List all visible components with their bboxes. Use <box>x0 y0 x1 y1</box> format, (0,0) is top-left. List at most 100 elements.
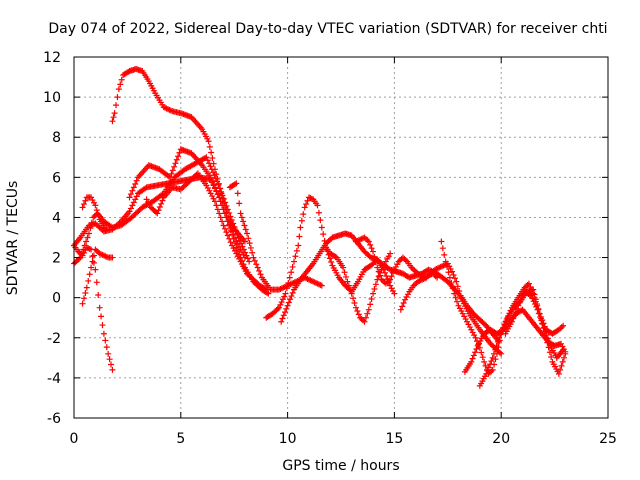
data-point <box>246 258 253 265</box>
data-point <box>111 110 118 117</box>
data-point <box>281 293 288 300</box>
data-point <box>387 250 394 257</box>
data-point <box>83 238 90 245</box>
data-point <box>89 258 96 265</box>
data-point <box>543 331 550 338</box>
data-point <box>226 221 233 228</box>
data-point <box>276 304 283 311</box>
data-point <box>449 285 456 292</box>
data-point <box>93 207 100 214</box>
data-point <box>217 198 224 205</box>
data-point <box>109 254 116 261</box>
data-point <box>214 206 221 213</box>
data-point <box>240 218 247 225</box>
data-point <box>232 181 239 188</box>
data-point <box>226 235 233 242</box>
data-point <box>527 283 534 290</box>
data-point <box>496 349 503 356</box>
data-point <box>479 354 486 361</box>
data-point <box>257 271 264 278</box>
data-point <box>211 198 218 205</box>
data-point <box>227 225 234 232</box>
data-point <box>229 228 236 235</box>
data-point <box>355 311 362 318</box>
data-point <box>514 305 521 312</box>
data-point <box>507 307 514 314</box>
data-point <box>96 304 103 311</box>
data-point <box>304 197 311 204</box>
data-point <box>265 290 272 297</box>
data-point <box>167 174 174 181</box>
series-track-18 <box>502 288 567 361</box>
data-point <box>560 354 567 361</box>
data-point <box>473 346 480 353</box>
data-point <box>246 240 253 247</box>
data-point <box>159 197 166 204</box>
data-point <box>526 291 533 298</box>
data-point <box>169 167 176 174</box>
data-point <box>485 364 492 371</box>
data-point <box>277 301 284 308</box>
data-point <box>450 271 457 278</box>
data-point <box>328 258 335 265</box>
data-point <box>93 279 100 286</box>
data-point <box>106 356 113 363</box>
data-point <box>227 239 234 246</box>
data-point <box>278 318 285 325</box>
data-point <box>238 240 245 247</box>
data-point <box>377 272 384 279</box>
data-point <box>210 169 217 176</box>
data-point <box>341 269 348 276</box>
data-point <box>212 175 219 182</box>
data-point <box>264 289 271 296</box>
data-point <box>79 300 86 307</box>
data-point <box>211 172 218 179</box>
data-points <box>71 66 569 389</box>
data-point <box>293 247 300 254</box>
y-tick-label: -2 <box>47 331 61 347</box>
data-point <box>238 214 245 221</box>
data-point <box>296 233 303 240</box>
data-point <box>537 313 544 320</box>
data-point <box>216 194 223 201</box>
data-point <box>502 318 509 325</box>
data-point <box>242 226 249 233</box>
data-point <box>506 310 513 317</box>
data-point <box>370 248 377 255</box>
data-point <box>505 313 512 320</box>
data-point <box>298 217 305 224</box>
data-point <box>103 226 110 233</box>
data-point <box>288 269 295 276</box>
data-point <box>274 305 281 312</box>
data-point <box>80 201 87 208</box>
data-point <box>114 94 121 101</box>
data-point <box>132 196 139 203</box>
data-point <box>288 293 295 300</box>
data-point <box>204 157 211 164</box>
data-point <box>233 180 240 187</box>
data-point <box>559 358 566 365</box>
data-point <box>489 354 496 361</box>
data-point <box>80 246 87 253</box>
data-point <box>86 271 93 278</box>
series-track-9 <box>226 180 325 293</box>
data-point <box>209 177 216 184</box>
data-point <box>110 114 117 121</box>
series-track-12 <box>323 244 394 325</box>
data-point <box>472 349 479 356</box>
data-point <box>237 210 244 217</box>
data-point <box>468 358 475 365</box>
data-point <box>241 222 248 229</box>
data-point <box>478 349 485 356</box>
data-point <box>488 358 495 365</box>
data-point <box>224 232 231 239</box>
data-point <box>213 202 220 209</box>
data-point <box>87 225 94 232</box>
data-point <box>235 234 242 241</box>
chart-title: Day 074 of 2022, Sidereal Day-to-day VTE… <box>48 21 607 37</box>
data-point <box>130 184 137 191</box>
data-point <box>400 300 407 307</box>
data-point <box>78 250 85 257</box>
y-tick-label: 8 <box>52 130 61 146</box>
data-point <box>219 192 226 199</box>
